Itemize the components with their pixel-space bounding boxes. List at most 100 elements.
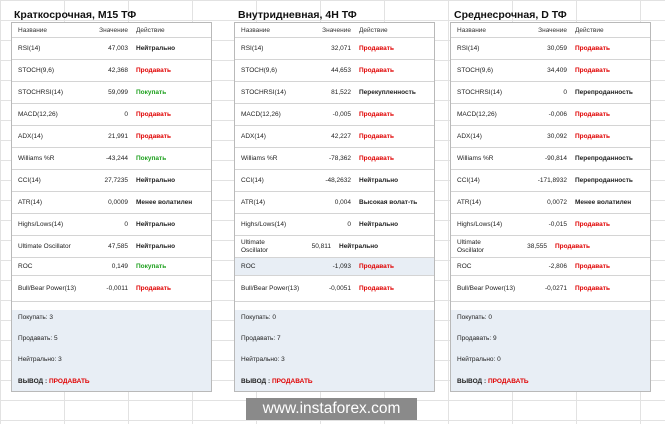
indicator-name: Highs/Lows(14) — [457, 220, 503, 228]
table-row: ROC -1,093 Продавать — [235, 258, 434, 276]
indicator-value: -0,0051 — [328, 285, 351, 292]
summary-verdict: ВЫВОД : ПРОДАВАТЬ — [457, 378, 529, 385]
indicator-action: Перепроданность — [575, 89, 633, 96]
indicator-value: 30,092 — [547, 133, 567, 140]
indicator-name: Ultimate Oscillator — [18, 242, 71, 250]
indicator-name: Williams %R — [457, 154, 494, 162]
indicator-action: Продавать — [575, 263, 610, 270]
indicator-value: 81,522 — [331, 89, 351, 96]
indicator-action: Продавать — [359, 133, 394, 140]
summary-sell-count: Продавать: 5 — [18, 335, 58, 342]
indicator-action: Продавать — [575, 133, 610, 140]
indicator-action: Продавать — [575, 111, 610, 118]
header-value: Значение — [322, 26, 351, 34]
indicator-name: ATR(14) — [18, 198, 43, 206]
indicator-name: Ultimate Oscillator — [457, 238, 485, 254]
indicator-action: Нейтрально — [136, 243, 176, 250]
table-header: Название Значение Действие — [451, 23, 650, 38]
indicator-value: 47,585 — [108, 243, 128, 250]
indicator-value: 0 — [563, 89, 567, 96]
indicator-name: RSI(14) — [457, 44, 480, 52]
table-row: ROC 0,149 Покупать — [12, 258, 211, 276]
table-row: STOCHRSI(14) 81,522 Перекупленность — [235, 82, 434, 104]
verdict-label: ВЫВОД : — [457, 378, 487, 385]
indicator-action: Продавать — [359, 155, 394, 162]
indicator-name: Williams %R — [18, 154, 55, 162]
indicator-action: Нейтрально — [136, 221, 176, 228]
header-value: Значение — [538, 26, 567, 34]
indicator-value: 59,099 — [108, 89, 128, 96]
indicator-action: Продавать — [136, 285, 171, 292]
indicator-name: MACD(12,26) — [241, 110, 281, 118]
indicator-name: MACD(12,26) — [18, 110, 58, 118]
table-row: RSI(14) 32,071 Продавать — [235, 38, 434, 60]
table-row: Highs/Lows(14) 0 Нейтрально — [12, 214, 211, 236]
indicator-value: -48,2632 — [325, 177, 351, 184]
indicator-value: 0 — [124, 221, 128, 228]
indicator-value: -0,0011 — [106, 285, 128, 292]
indicator-action: Менее волатилен — [136, 199, 193, 206]
indicator-name: RSI(14) — [241, 44, 264, 52]
table-row: MACD(12,26) -0,005 Продавать — [235, 104, 434, 126]
summary-neutral-count: Нейтрально: 3 — [18, 356, 62, 363]
indicator-action: Продавать — [575, 221, 610, 228]
table-row: ROC -2,806 Продавать — [451, 258, 650, 276]
summary-buy-count: Покупать: 0 — [241, 314, 277, 321]
indicator-value: -0,005 — [332, 111, 351, 118]
indicator-action: Продавать — [359, 285, 394, 292]
indicator-name: STOCHRSI(14) — [18, 88, 64, 96]
header-name: Название — [18, 26, 48, 34]
table-row: Ultimate Oscillator 38,555 Продавать — [451, 236, 650, 258]
table-row: Bull/Bear Power(13) -0,0051 Продавать — [235, 276, 434, 302]
indicator-value: -43,244 — [105, 155, 128, 162]
table-row: ATR(14) 0,0072 Менее волатилен — [451, 192, 650, 214]
header-action: Действие — [575, 26, 604, 34]
table-row: ATR(14) 0,004 Высокая волат-ть — [235, 192, 434, 214]
indicator-name: Ultimate Oscillator — [241, 238, 269, 254]
verdict-value: ПРОДАВАТЬ — [48, 378, 90, 385]
table-row: MACD(12,26) -0,006 Продавать — [451, 104, 650, 126]
indicator-name: ROC — [241, 262, 256, 270]
indicator-table-d: Название Значение Действие RSI(14) 30,059 Про… — [450, 22, 651, 392]
table-row: Williams %R -78,362 Продавать — [235, 148, 434, 170]
watermark-banner: www.instaforex.com — [246, 398, 417, 420]
header-name: Название — [457, 26, 487, 34]
summary-sell-count: Продавать: 9 — [457, 335, 497, 342]
indicator-value: 32,071 — [331, 45, 351, 52]
table-row: ADX(14) 42,227 Продавать — [235, 126, 434, 148]
table-row: STOCHRSI(14) 59,099 Покупать — [12, 82, 211, 104]
indicator-name: Bull/Bear Power(13) — [18, 284, 77, 292]
indicator-action: Перепроданность — [575, 177, 633, 184]
indicator-name: Highs/Lows(14) — [241, 220, 287, 228]
indicator-name: ROC — [457, 262, 472, 270]
indicator-name: ADX(14) — [18, 132, 43, 140]
summary-buy-count: Покупать: 3 — [18, 314, 54, 321]
table-row: RSI(14) 30,059 Продавать — [451, 38, 650, 60]
table-row: STOCHRSI(14) 0 Перепроданность — [451, 82, 650, 104]
indicator-table-m15: Название Значение Действие RSI(14) 47,003 Ней… — [11, 22, 212, 392]
indicator-action: Нейтрально — [339, 243, 379, 250]
indicator-action: Продавать — [575, 67, 610, 74]
table-row: Highs/Lows(14) -0,015 Продавать — [451, 214, 650, 236]
indicator-value: -0,015 — [548, 221, 567, 228]
indicator-name: ATR(14) — [241, 198, 266, 206]
indicator-table-4h: Название Значение Действие RSI(14) 32,071 Про… — [234, 22, 435, 392]
table-row: RSI(14) 47,003 Нейтрально — [12, 38, 211, 60]
indicator-value: 0,004 — [334, 199, 351, 206]
table-row: ADX(14) 30,092 Продавать — [451, 126, 650, 148]
indicator-action: Покупать — [136, 155, 167, 162]
table-row: Ultimate Oscillator 50,811 Нейтрально — [235, 236, 434, 258]
table-row: Williams %R -43,244 Покупать — [12, 148, 211, 170]
indicator-value: 42,227 — [331, 133, 351, 140]
indicator-action: Перекупленность — [359, 89, 416, 96]
indicator-name: STOCHRSI(14) — [241, 88, 287, 96]
indicator-value: 0,0072 — [547, 199, 567, 206]
indicator-name: Bull/Bear Power(13) — [241, 284, 300, 292]
indicator-value: -0,006 — [548, 111, 567, 118]
indicator-name: Highs/Lows(14) — [18, 220, 64, 228]
table-row: CCI(14) -48,2632 Нейтрально — [235, 170, 434, 192]
indicator-name: STOCH(9,6) — [18, 66, 54, 74]
indicator-action: Нейтрально — [136, 45, 176, 52]
summary-neutral-count: Нейтрально: 0 — [457, 356, 501, 363]
summary-verdict: ВЫВОД : ПРОДАВАТЬ — [18, 378, 90, 385]
